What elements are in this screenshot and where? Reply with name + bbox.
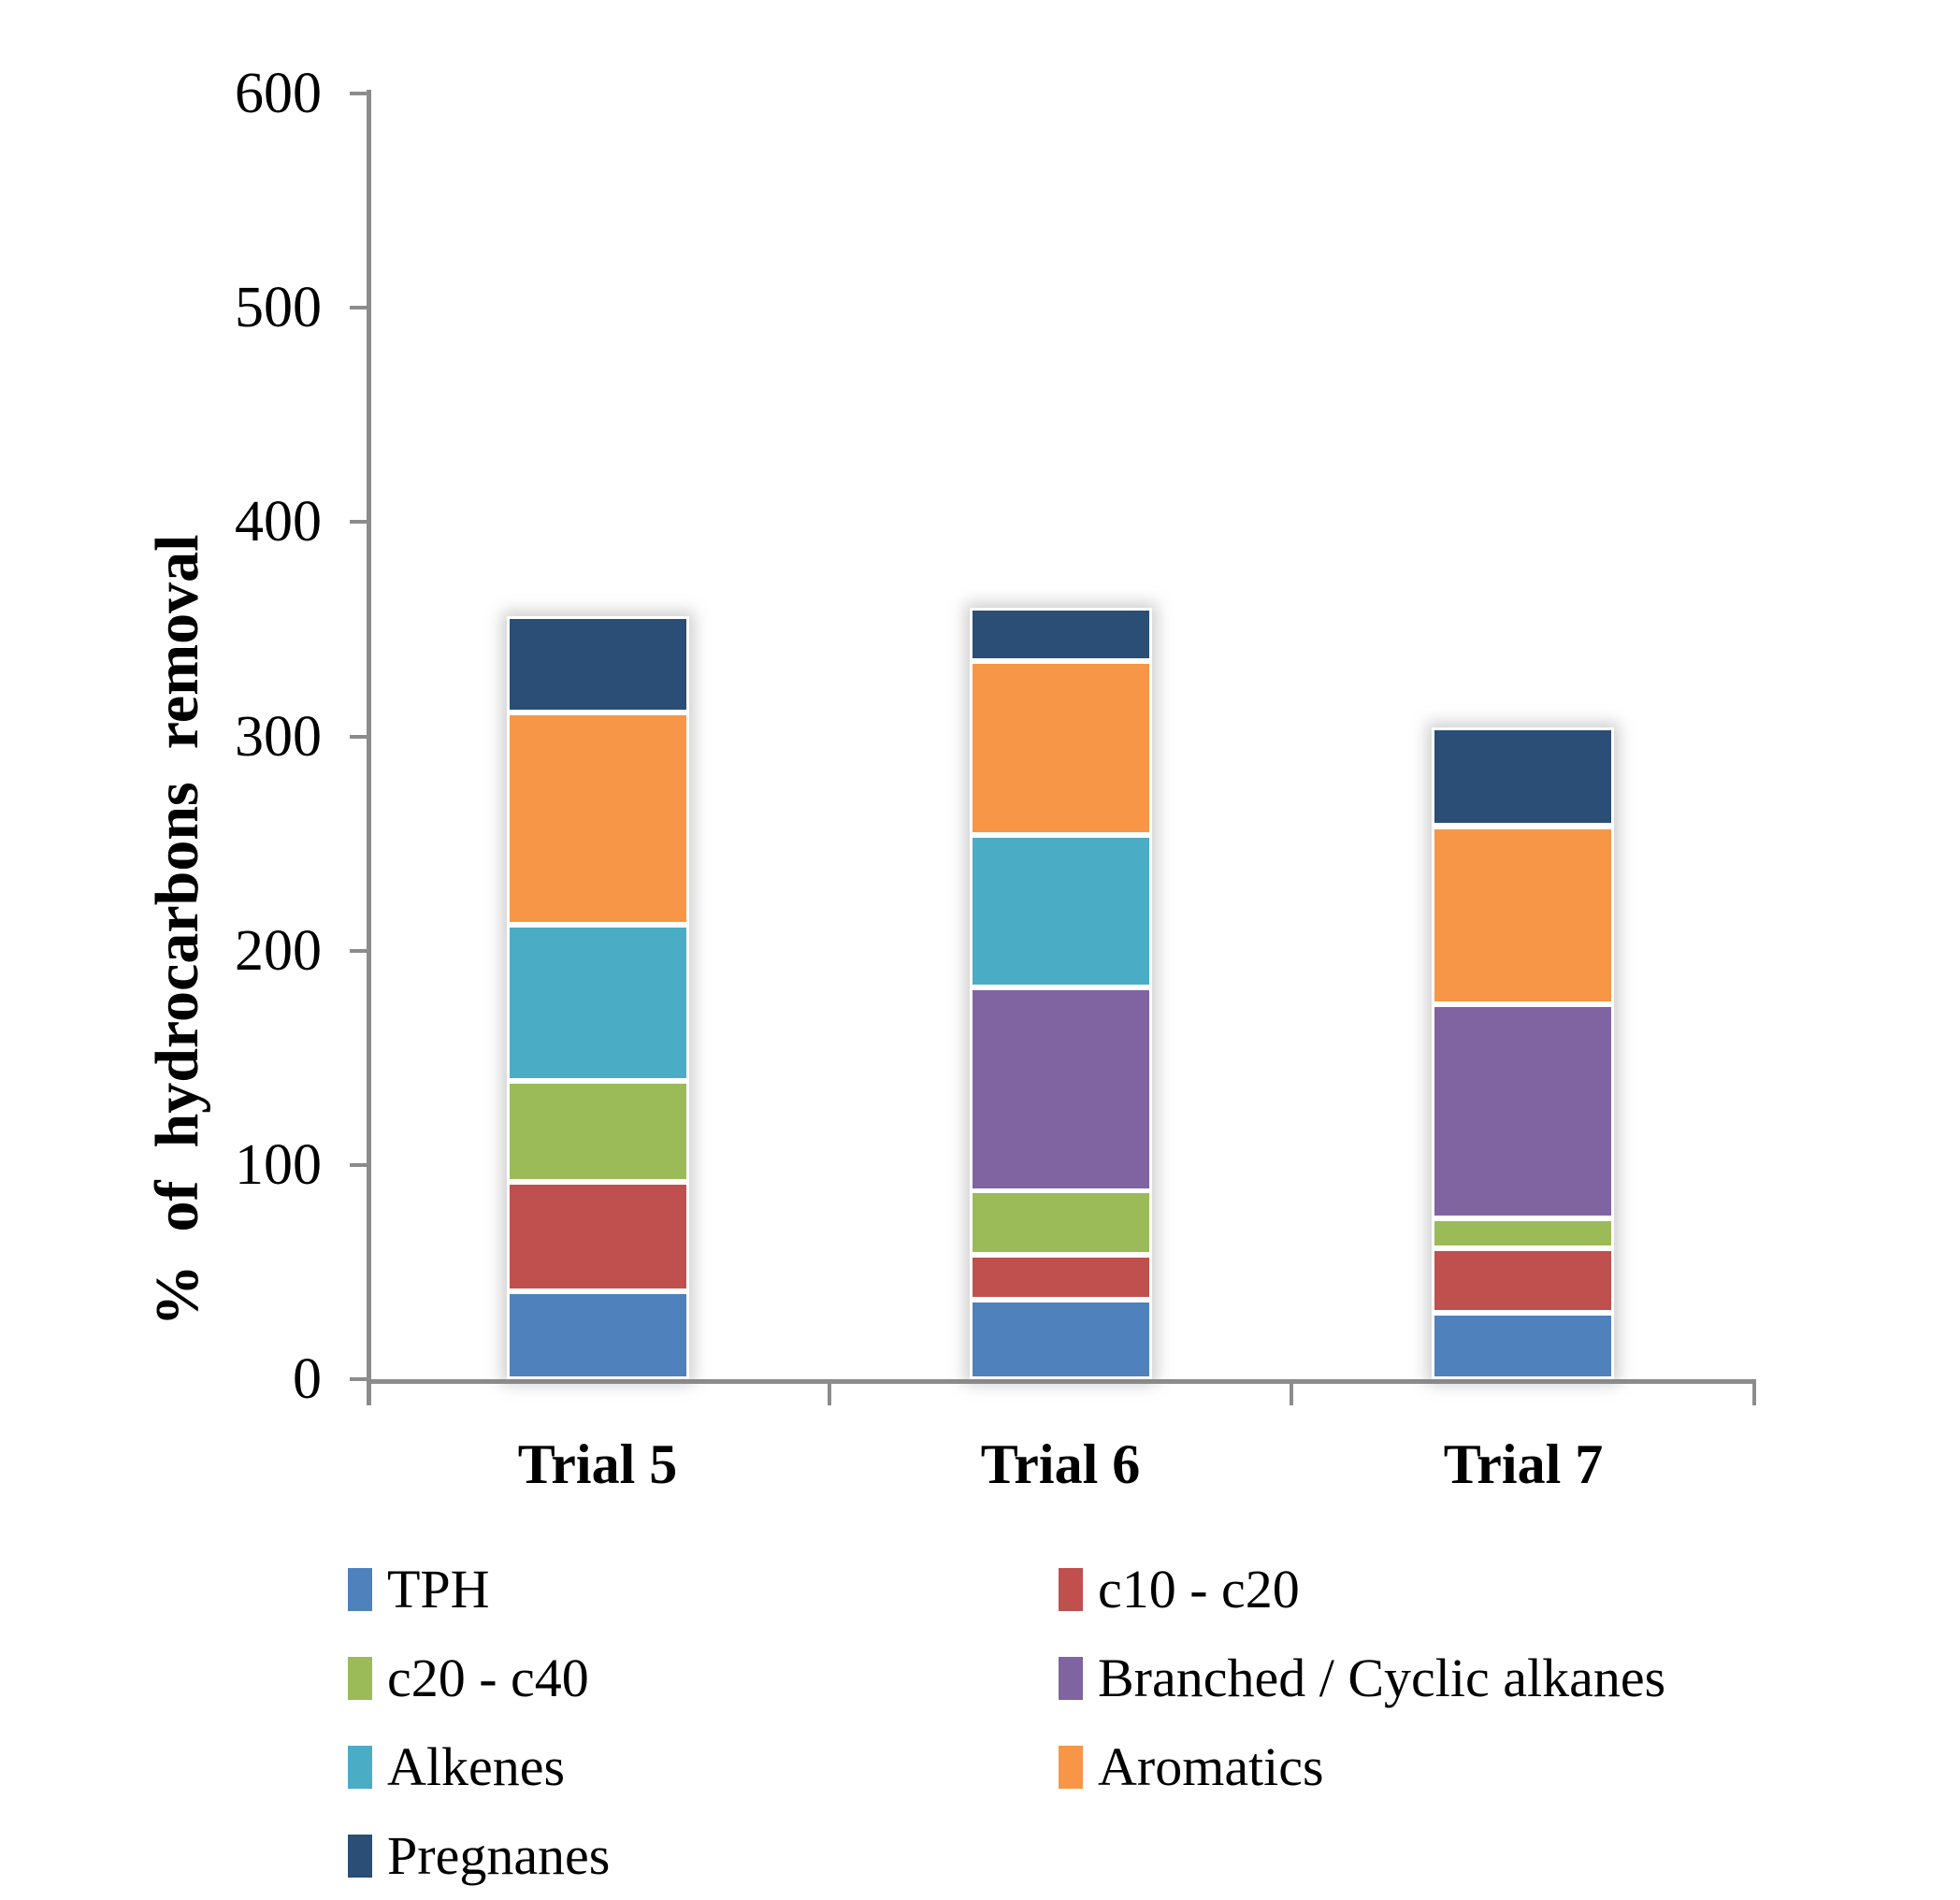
legend-item-c20-c40: c20 - c40 [348, 1648, 589, 1708]
bar-segment-tph-trial-6 [970, 1300, 1152, 1379]
y-axis-tick-label: 500 [235, 276, 322, 339]
x-axis-tick [1290, 1379, 1293, 1405]
bar-segment-c20-c40-trial-5 [507, 1081, 689, 1182]
y-axis-tick-label: 100 [235, 1133, 322, 1197]
legend-swatch-icon [348, 1568, 372, 1611]
legend-swatch-icon [1059, 1746, 1083, 1789]
legend-swatch-icon [348, 1835, 372, 1878]
bar-segment-c10-c20-trial-6 [970, 1255, 1152, 1300]
category-label: Trial 7 [1443, 1433, 1604, 1495]
legend-swatch-icon [348, 1746, 372, 1789]
legend-label: Branched / Cyclic alkanes [1098, 1648, 1666, 1708]
bar-segment-pregnanes-trial-7 [1432, 727, 1614, 826]
legend-item-alkenes: Alkenes [348, 1737, 565, 1797]
bar-segment-alkenes-trial-5 [507, 925, 689, 1081]
y-axis-tick-label: 300 [235, 705, 322, 769]
legend-swatch-icon [348, 1657, 372, 1700]
legend-label: Aromatics [1098, 1736, 1324, 1797]
legend-item-tph: TPH [348, 1560, 490, 1619]
bar-segment-alkenes-trial-6 [970, 835, 1152, 987]
bar-segment-tph-trial-7 [1432, 1313, 1614, 1379]
bar-segment-aromatics-trial-5 [507, 712, 689, 925]
x-axis-tick [1752, 1379, 1756, 1405]
y-axis-tick [350, 92, 367, 95]
legend-label: Pregnanes [387, 1825, 611, 1886]
bar-segment-aromatics-trial-6 [970, 661, 1152, 835]
bar-segment-branched-cyclic-alkanes-trial-6 [970, 987, 1152, 1191]
legend-label: c10 - c20 [1098, 1559, 1300, 1619]
y-axis-tick [350, 1377, 367, 1381]
x-axis-tick [828, 1379, 831, 1405]
legend-item-c10-c20: c10 - c20 [1059, 1560, 1300, 1619]
bar-segment-c10-c20-trial-7 [1432, 1248, 1614, 1313]
y-axis-tick [350, 306, 367, 309]
y-axis-tick [350, 1163, 367, 1167]
legend-item-pregnanes: Pregnanes [348, 1826, 610, 1886]
category-label: Trial 6 [980, 1433, 1141, 1495]
legend-label: TPH [387, 1559, 490, 1619]
y-axis-line [367, 90, 371, 1405]
x-axis-line [367, 1379, 1754, 1384]
legend-swatch-icon [1059, 1657, 1083, 1700]
legend-swatch-icon [1059, 1568, 1083, 1611]
category-label: Trial 5 [517, 1433, 678, 1495]
y-axis-tick [350, 520, 367, 524]
y-axis-tick-label: 400 [235, 490, 322, 554]
bar-segment-pregnanes-trial-5 [507, 616, 689, 712]
legend-item-aromatics: Aromatics [1059, 1737, 1324, 1797]
y-axis-tick [350, 949, 367, 953]
bar-segment-aromatics-trial-7 [1432, 827, 1614, 1004]
bar-segment-tph-trial-5 [507, 1291, 689, 1379]
y-axis-tick-label: 600 [235, 62, 322, 125]
y-axis-tick [350, 735, 367, 739]
y-axis-tick-label: 200 [235, 919, 322, 983]
legend-label: c20 - c40 [387, 1648, 589, 1708]
bar-segment-branched-cyclic-alkanes-trial-7 [1432, 1004, 1614, 1218]
bar-segment-c20-c40-trial-6 [970, 1190, 1152, 1255]
bar-segment-c20-c40-trial-7 [1432, 1218, 1614, 1248]
y-axis-tick-label: 0 [293, 1347, 322, 1411]
legend-label: Alkenes [387, 1736, 566, 1797]
bar-segment-c10-c20-trial-5 [507, 1182, 689, 1291]
legend-item-branched-cyclic-alkanes: Branched / Cyclic alkanes [1059, 1648, 1665, 1708]
bar-segment-pregnanes-trial-6 [970, 608, 1152, 661]
